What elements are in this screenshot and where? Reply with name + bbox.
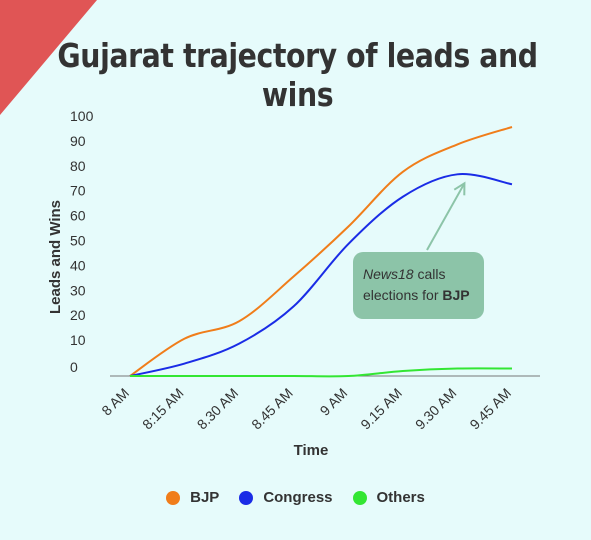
chart-title: Gujarat trajectory of leads and wins [57,36,538,114]
callout-party: BJP [442,287,470,303]
y-tick-label: 40 [70,257,86,273]
x-tick-label: 8.30 AM [194,385,242,433]
legend-dot-bjp [166,490,181,505]
x-tick-label: 9 AM [317,385,351,419]
legend: BJP Congress Others [0,489,591,506]
legend-label-bjp: BJP [190,489,220,506]
series-line-bjp [129,126,513,377]
y-tick-label: 100 [70,108,94,124]
y-tick-label: 50 [70,233,86,249]
annotation-arrow [426,181,466,251]
x-axis-ticks: 8 AM 8:15 AM 8.30 AM 8.45 AM 9 AM 9.15 AM 9.30… [98,385,514,433]
legend-dot-congress [239,490,254,505]
series-lines [129,126,513,378]
y-axis-ticks: 0 10 20 30 40 50 60 70 80 90 100 [70,108,94,375]
legend-label-congress: Congress [263,489,333,506]
x-tick-label: 8.45 AM [248,385,296,433]
y-tick-label: 20 [70,307,86,323]
y-tick-label: 70 [70,183,86,199]
y-tick-label: 10 [70,332,86,348]
x-tick-label: 9.30 AM [412,385,460,433]
series-line-others [130,367,513,378]
x-tick-label: 9.15 AM [357,385,405,433]
y-tick-label: 30 [70,282,86,298]
y-tick-label: 90 [70,133,86,149]
y-tick-label: 60 [70,208,86,224]
legend-item-others: Others [352,489,425,506]
legend-dot-others [352,490,367,505]
legend-label-others: Others [376,489,425,506]
callout-source: News18 [363,266,414,282]
y-tick-label: 80 [70,158,86,174]
y-axis-label: Leads and Wins [47,200,64,314]
y-tick-label: 0 [70,359,78,375]
x-tick-label: 8:15 AM [139,385,187,433]
legend-item-congress: Congress [239,489,333,506]
x-axis-label: Time [294,442,329,459]
corner-decoration [0,0,97,115]
annotation-callout: News18 calls elections for BJP [353,252,484,319]
legend-item-bjp: BJP [166,489,219,506]
callout-text-2: elections for [363,287,443,303]
series-line-congress [129,173,513,377]
callout-text-1: calls [413,266,446,282]
annotation-arrow-head [453,181,466,196]
x-tick-label: 9.45 AM [466,385,514,433]
annotation-arrow-line [426,182,466,251]
x-tick-label: 8 AM [98,385,132,419]
